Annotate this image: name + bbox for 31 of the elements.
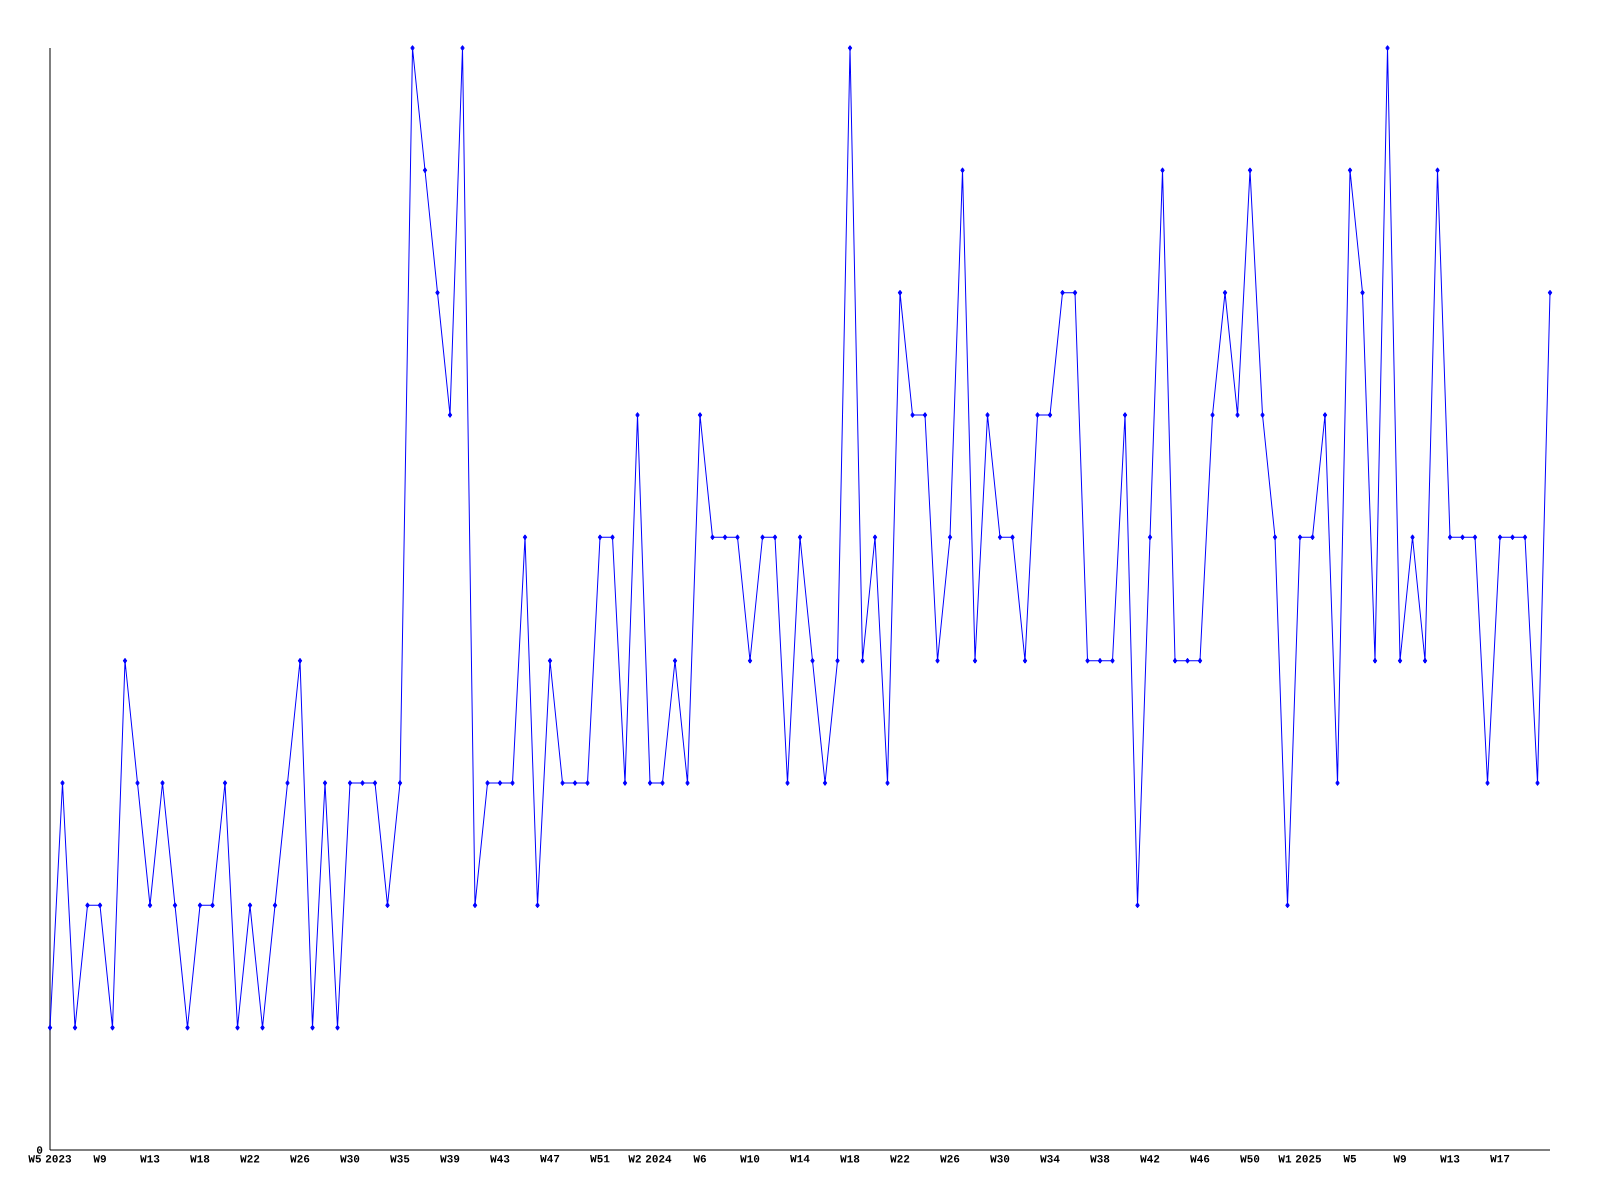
x-tick-label: W46 (1190, 1155, 1210, 1163)
x-tick-label: W35 (390, 1155, 410, 1163)
x-tick-label: W9 (1393, 1155, 1406, 1163)
x-tick-label: W1 2025 (1278, 1155, 1322, 1163)
text: 0 (36, 1146, 43, 1154)
x-tick-label: W10 (740, 1155, 760, 1163)
x-tick-label: W5 (1343, 1155, 1357, 1163)
x-tick-label: W47 (540, 1155, 560, 1163)
x-tick-label: W13 (140, 1155, 160, 1163)
x-tick-label: W2 2024 (628, 1155, 672, 1163)
x-tick-label: W39 (440, 1155, 460, 1163)
x-tick-label: W5 2023 (28, 1155, 72, 1163)
x-tick-label: W6 (693, 1155, 706, 1163)
x-tick-label: W14 (790, 1155, 810, 1163)
x-tick-label: W9 (93, 1155, 106, 1163)
x-tick-label: W38 (1090, 1155, 1110, 1163)
x-tick-label: W13 (1440, 1155, 1460, 1163)
x-tick-label: W17 (1490, 1155, 1510, 1163)
x-tick-label: W42 (1140, 1155, 1160, 1163)
x-tick-label: W51 (590, 1155, 610, 1163)
x-tick-label: W30 (990, 1155, 1010, 1163)
x-tick-label: W34 (1040, 1155, 1060, 1163)
x-tick-label: W22 (890, 1155, 910, 1163)
x-tick-label: W18 (190, 1155, 210, 1163)
x-tick-label: W26 (940, 1155, 960, 1163)
x-tick-label: W26 (290, 1155, 310, 1163)
x-tick-label: W18 (840, 1155, 860, 1163)
x-tick-label: W43 (490, 1155, 510, 1163)
x-tick-label: W30 (340, 1155, 360, 1163)
x-tick-label: W22 (240, 1155, 260, 1163)
x-tick-label: W50 (1240, 1155, 1260, 1163)
